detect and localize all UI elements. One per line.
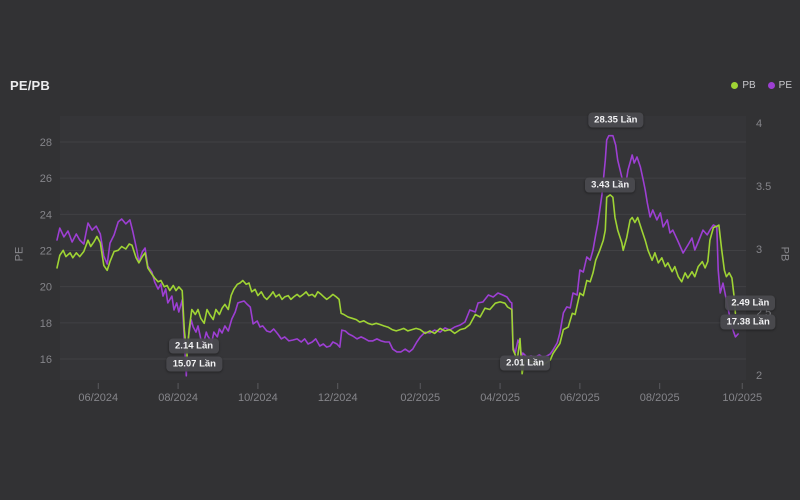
pb-tick-label: 2: [756, 370, 762, 382]
x-tick-label: 08/2024: [158, 392, 198, 404]
plot-background: [60, 116, 746, 380]
x-tick-label: 12/2024: [318, 392, 358, 404]
pb-tick-label: 3.5: [756, 181, 771, 193]
pb-tick-label: 3: [756, 244, 762, 256]
gridlines: [60, 141, 746, 360]
legend-label-pe: PE: [778, 80, 792, 91]
pe-series-dot-icon: [767, 82, 775, 89]
annotation-badge: 15.07 Lần: [166, 356, 222, 372]
pe-line: [56, 134, 739, 377]
pe-tick-label: 28: [40, 137, 52, 149]
x-axis-labels: 06/2024 08/2024 10/2024 12/2024 02/2025 04/20…: [78, 392, 762, 404]
pe-tick-label: 18: [40, 318, 52, 330]
pe-axis-tick-labels: 28 26 24 22 20 18 16: [40, 137, 52, 366]
pb-tick-label: 4: [756, 118, 762, 130]
legend-item-pe[interactable]: PE: [767, 80, 792, 91]
annotation-badge: 2.14 Lần: [169, 338, 220, 354]
annotation-badge: 2.49 Lần: [725, 295, 776, 311]
chart-title: PE/PB: [10, 78, 51, 93]
x-tick-label: 02/2025: [400, 392, 440, 404]
annotation-badge: 28.35 Lần: [588, 112, 644, 128]
legend-item-pb[interactable]: PB: [731, 80, 756, 91]
x-tick-label: 10/2024: [238, 392, 278, 404]
pe-tick-label: 24: [40, 209, 52, 221]
pb-series-dot-icon: [731, 82, 739, 89]
pb-axis-tick-labels: 43.532.52: [756, 118, 771, 382]
x-tick-label: 10/2025: [722, 392, 762, 404]
pb-line: [56, 194, 737, 375]
x-tick-label: 04/2025: [480, 392, 520, 404]
annotation-badge: 2.01 Lần: [500, 355, 551, 371]
pe-tick-label: 22: [40, 246, 52, 258]
chart-legend: PB PE: [731, 80, 792, 91]
annotation-badge: 17.38 Lần: [720, 314, 776, 330]
series-lines: [56, 134, 739, 377]
pe-tick-label: 26: [40, 173, 52, 185]
x-axis-ticks: [97, 383, 743, 389]
legend-label-pb: PB: [742, 80, 756, 91]
x-tick-label: 06/2025: [560, 392, 600, 404]
x-tick-label: 06/2024: [78, 392, 118, 404]
pe-tick-label: 16: [40, 354, 52, 366]
pe-tick-label: 20: [40, 282, 52, 294]
annotation-badge: 3.43 Lần: [585, 177, 636, 193]
x-tick-label: 08/2025: [640, 392, 680, 404]
